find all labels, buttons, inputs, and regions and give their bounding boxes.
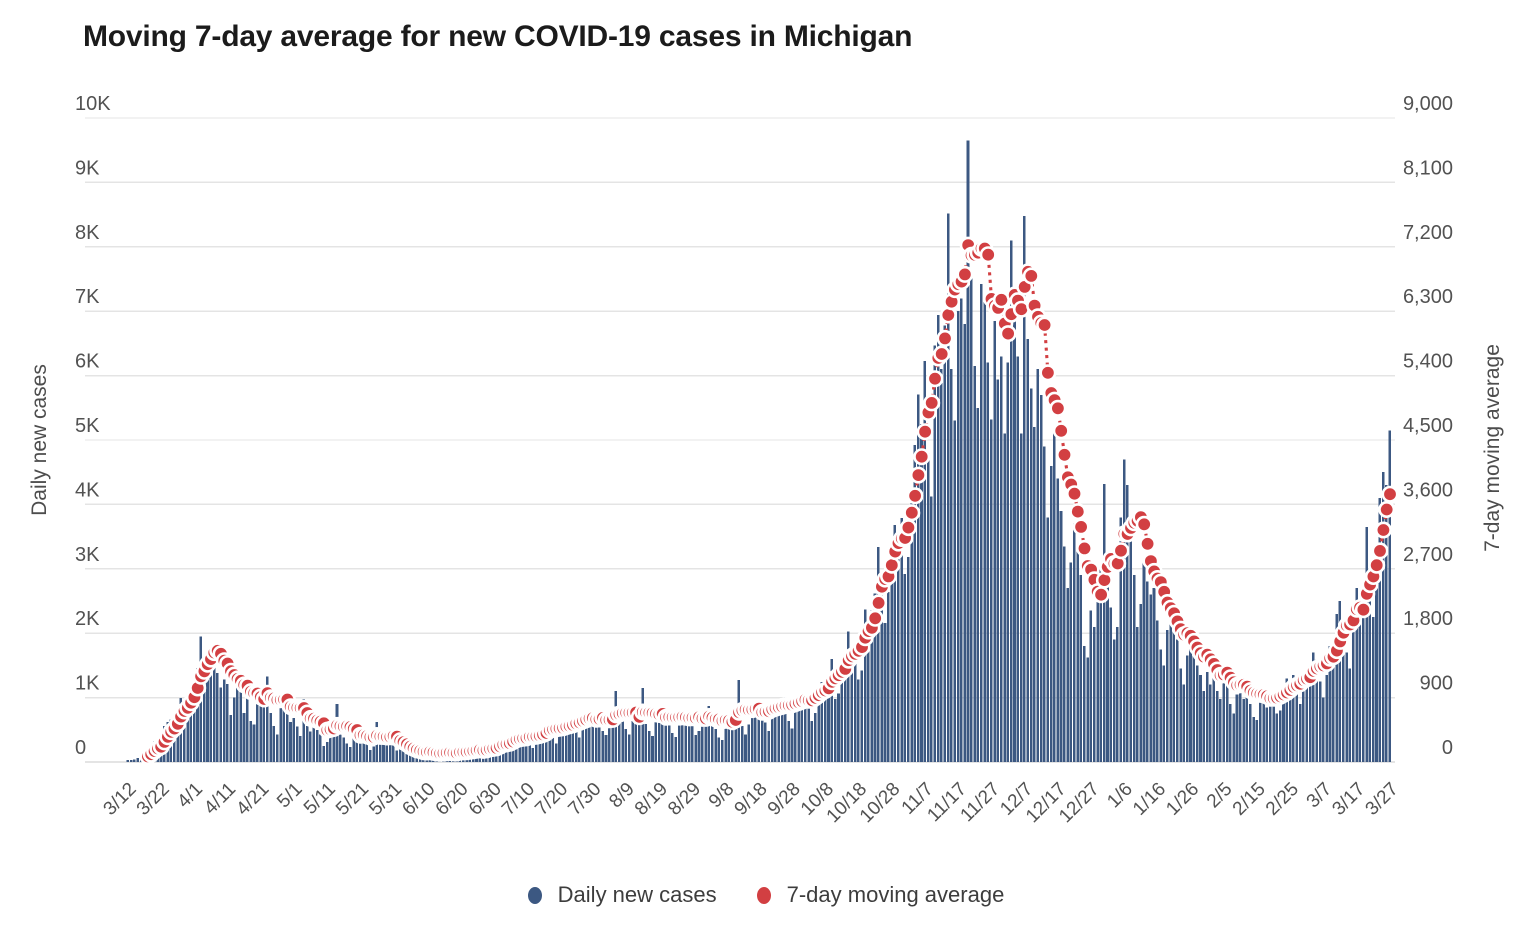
daily-new-cases-swatch-icon [527,886,542,904]
x-axis-tick-labels: 3/123/22 4/14/114/21 5/15/115/215/316/106/… [100,779,1403,827]
x-axis-tick-label: 8/29 [664,779,705,820]
x-axis-tick-label: 7/20 [531,779,572,820]
left-axis-tick-label: 0 [75,737,86,759]
left-axis-tick-label: 7K [75,286,100,308]
right-axis-tick-label: 5,400 [1403,351,1453,373]
right-axis-tick-label: 900 [1420,673,1453,695]
left-axis-tick-label: 8K [75,222,100,244]
x-axis-tick-label: 5/11 [300,779,340,819]
x-axis-tick-label: 9/18 [731,779,772,820]
gridlines [85,117,1395,763]
left-axis-tick-label: 4K [75,479,100,501]
legend-item-daily-new-cases: Daily new cases [527,882,717,908]
chart-title: Moving 7-day average for new COVID-19 ca… [83,20,913,53]
x-axis-tick-label: 7/30 [564,779,605,820]
right-axis-tick-label: 0 [1442,737,1453,759]
right-axis-tick-label: 4,500 [1403,415,1453,437]
legend-label-daily-new-cases: Daily new cases [557,882,717,907]
left-axis-tick-label: 9K [75,157,100,179]
right-axis-tick-label: 8,100 [1403,157,1453,179]
right-axis-title: 7-day moving average [1481,344,1504,552]
x-axis-tick-label: 3/17 [1328,779,1369,820]
x-axis-tick-label: 6/10 [398,779,439,820]
left-axis-tick-label: 6K [75,351,100,373]
x-axis-tick-label: 11/27 [957,779,1004,826]
x-axis-tick-label: 3/27 [1362,779,1403,820]
left-axis-tick-label: 2K [75,608,100,630]
right-axis-tick-label: 1,800 [1403,608,1453,630]
legend-label-moving-average: 7-day moving average [786,882,1005,907]
moving-average-dotted-line [147,244,1392,758]
left-axis-tick-label: 1K [75,673,100,695]
x-axis-tick-label: 4/1 [173,779,207,813]
x-axis-tick-label: 2/15 [1229,779,1270,820]
x-axis-tick-label: 1/26 [1162,779,1203,820]
right-axis-tick-label: 3,600 [1403,479,1453,501]
left-axis-tick-label: 10K [75,93,111,115]
left-axis-title: Daily new cases [28,364,51,516]
x-axis-tick-label: 8/19 [631,779,672,820]
x-axis-tick-label: 7/10 [498,779,539,820]
legend-item-moving-average: 7-day moving average [756,882,1005,908]
x-axis-tick-label: 5/21 [332,779,373,820]
daily-new-cases-bars [126,140,1392,763]
x-axis-tick-label: 5/1 [273,779,307,813]
x-axis-tick-label: 4/11 [200,779,240,819]
right-axis-tick-label: 7,200 [1403,222,1453,244]
x-axis-tick-label: 3/12 [100,779,141,820]
moving-average-swatch-icon [756,886,771,904]
left-axis-tick-label: 5K [75,415,100,437]
right-axis-tick-label: 2,700 [1403,544,1453,566]
x-axis-tick-label: 6/30 [465,779,506,820]
x-axis-tick-label: 2/25 [1262,779,1303,820]
right-axis-tick-label: 9,000 [1403,93,1453,115]
y-axis-tick-labels: 0 0 1K 900 2K 1,800 3K 2,700 4K 3,600 5K 4,500 6K 5,4… [75,93,1453,759]
chart-legend: Daily new cases 7-day moving average [0,882,1532,908]
x-axis-tick-label: 9/28 [764,779,805,820]
left-axis-tick-label: 3K [75,544,100,566]
moving-average-markers [139,236,1399,765]
x-axis-tick-label: 1/16 [1129,779,1170,820]
x-axis-tick-label: 6/20 [432,779,473,820]
x-axis-tick-label: 3/22 [133,779,174,820]
x-axis-tick-label: 5/31 [365,779,406,820]
right-axis-tick-label: 6,300 [1403,286,1453,308]
x-axis-tick-label: 4/21 [232,779,273,820]
